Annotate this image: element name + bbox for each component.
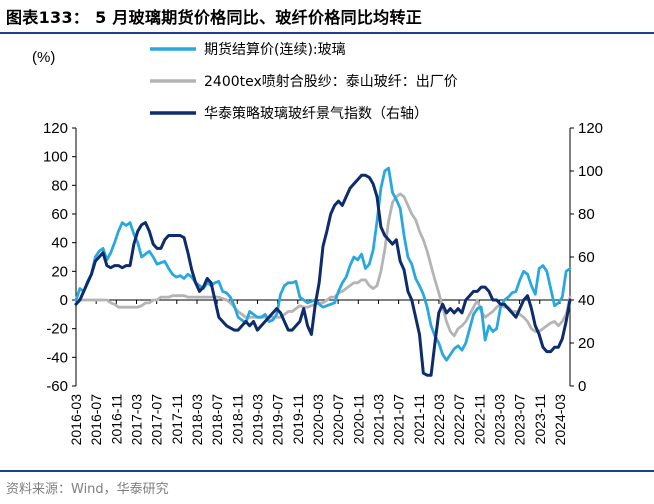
- figure-source: 资料来源：Wind，华泰研究: [0, 470, 654, 504]
- left-axis: -60 -40 -20 0 20 40 60 80 100 120: [43, 120, 77, 395]
- x-tick-label: 2016-11: [108, 394, 124, 445]
- x-tick-label: 2019-07: [270, 394, 286, 446]
- series-line-3: [74, 173, 572, 377]
- x-tick-label: 2020-11: [350, 394, 366, 445]
- left-tick-label: 120: [43, 120, 68, 137]
- source-text: 资料来源：Wind，华泰研究: [6, 482, 169, 497]
- y-axis-unit-label: (%): [32, 49, 55, 66]
- x-tick-label: 2017-07: [149, 394, 165, 446]
- x-tick-label: 2021-03: [370, 394, 386, 446]
- x-tick-label: 2020-03: [310, 394, 326, 446]
- legend: 期货结算价(连续):玻璃 2400tex喷射合股纱：泰山玻纤：出厂价华泰策略玻璃玻…: [150, 41, 458, 122]
- left-tick-label: 60: [51, 206, 68, 223]
- series-line-1: [74, 166, 572, 362]
- x-tick-label: 2018-07: [209, 394, 225, 446]
- left-tick-label: -40: [46, 349, 68, 366]
- left-tick-label: 40: [51, 235, 68, 252]
- right-tick-label: 100: [578, 163, 603, 180]
- series-line-2: [74, 192, 572, 338]
- x-tick-label: 2021-07: [391, 394, 407, 446]
- x-tick-label: 2016-07: [88, 394, 104, 446]
- legend-label-2: 2400tex喷射合股纱：泰山玻纤：出厂价: [204, 74, 458, 90]
- x-tick-label: 2023-11: [532, 394, 548, 445]
- x-tick-label: 2020-07: [330, 394, 346, 446]
- x-tick-label: 2024-03: [552, 394, 568, 446]
- figure-title: 图表133： 5 月玻璃期货价格同比、玻纤价格同比均转正: [0, 0, 654, 34]
- x-tick-label: 2022-03: [431, 394, 447, 446]
- x-tick-label: 2022-11: [471, 394, 487, 445]
- right-tick-label: 60: [578, 249, 595, 266]
- x-tick-label: 2019-11: [290, 394, 306, 445]
- x-tick-label: 2019-03: [249, 394, 265, 446]
- legend-label-3: 华泰策略玻璃玻纤景气指数（右轴）: [204, 105, 428, 122]
- left-tick-label: 0: [60, 292, 68, 309]
- left-tick-label: -20: [46, 321, 68, 338]
- x-tick-label: 2016-03: [68, 394, 84, 446]
- right-tick-label: 80: [578, 206, 595, 223]
- figure-title-text: 图表133： 5 月玻璃期货价格同比、玻纤价格同比均转正: [6, 8, 423, 27]
- x-tick-label: 2018-11: [229, 394, 245, 445]
- x-tick-label: 2023-03: [491, 394, 507, 446]
- x-tick-label: 2022-07: [451, 394, 467, 446]
- x-tick-label: 2018-03: [189, 394, 205, 446]
- right-tick-label: 0: [578, 378, 586, 395]
- right-tick-label: 20: [578, 335, 595, 352]
- x-tick-label: 2017-03: [128, 394, 144, 446]
- x-axis: 2016-03 2016-07 2016-11 2017-03 2017-07 2017-…: [68, 299, 570, 446]
- x-tick-label: 2017-11: [169, 394, 185, 445]
- series-group: [74, 166, 572, 377]
- right-axis: 0 20 40 60 80 100 120: [569, 120, 603, 395]
- left-tick-label: 80: [51, 177, 68, 194]
- right-tick-label: 40: [578, 292, 595, 309]
- right-tick-label: 120: [578, 120, 603, 137]
- left-tick-label: -60: [46, 378, 68, 395]
- x-tick-label: 2023-07: [512, 394, 528, 446]
- left-tick-label: 20: [51, 263, 68, 280]
- legend-label-1: 期货结算价(连续):玻璃: [204, 41, 346, 58]
- x-tick-label: 2021-11: [411, 394, 427, 445]
- left-tick-label: 100: [43, 149, 68, 166]
- line-chart: (%) -60 -40 -20 0 20 40 60 80 100 120 0 20 40 60 80 10…: [32, 41, 603, 446]
